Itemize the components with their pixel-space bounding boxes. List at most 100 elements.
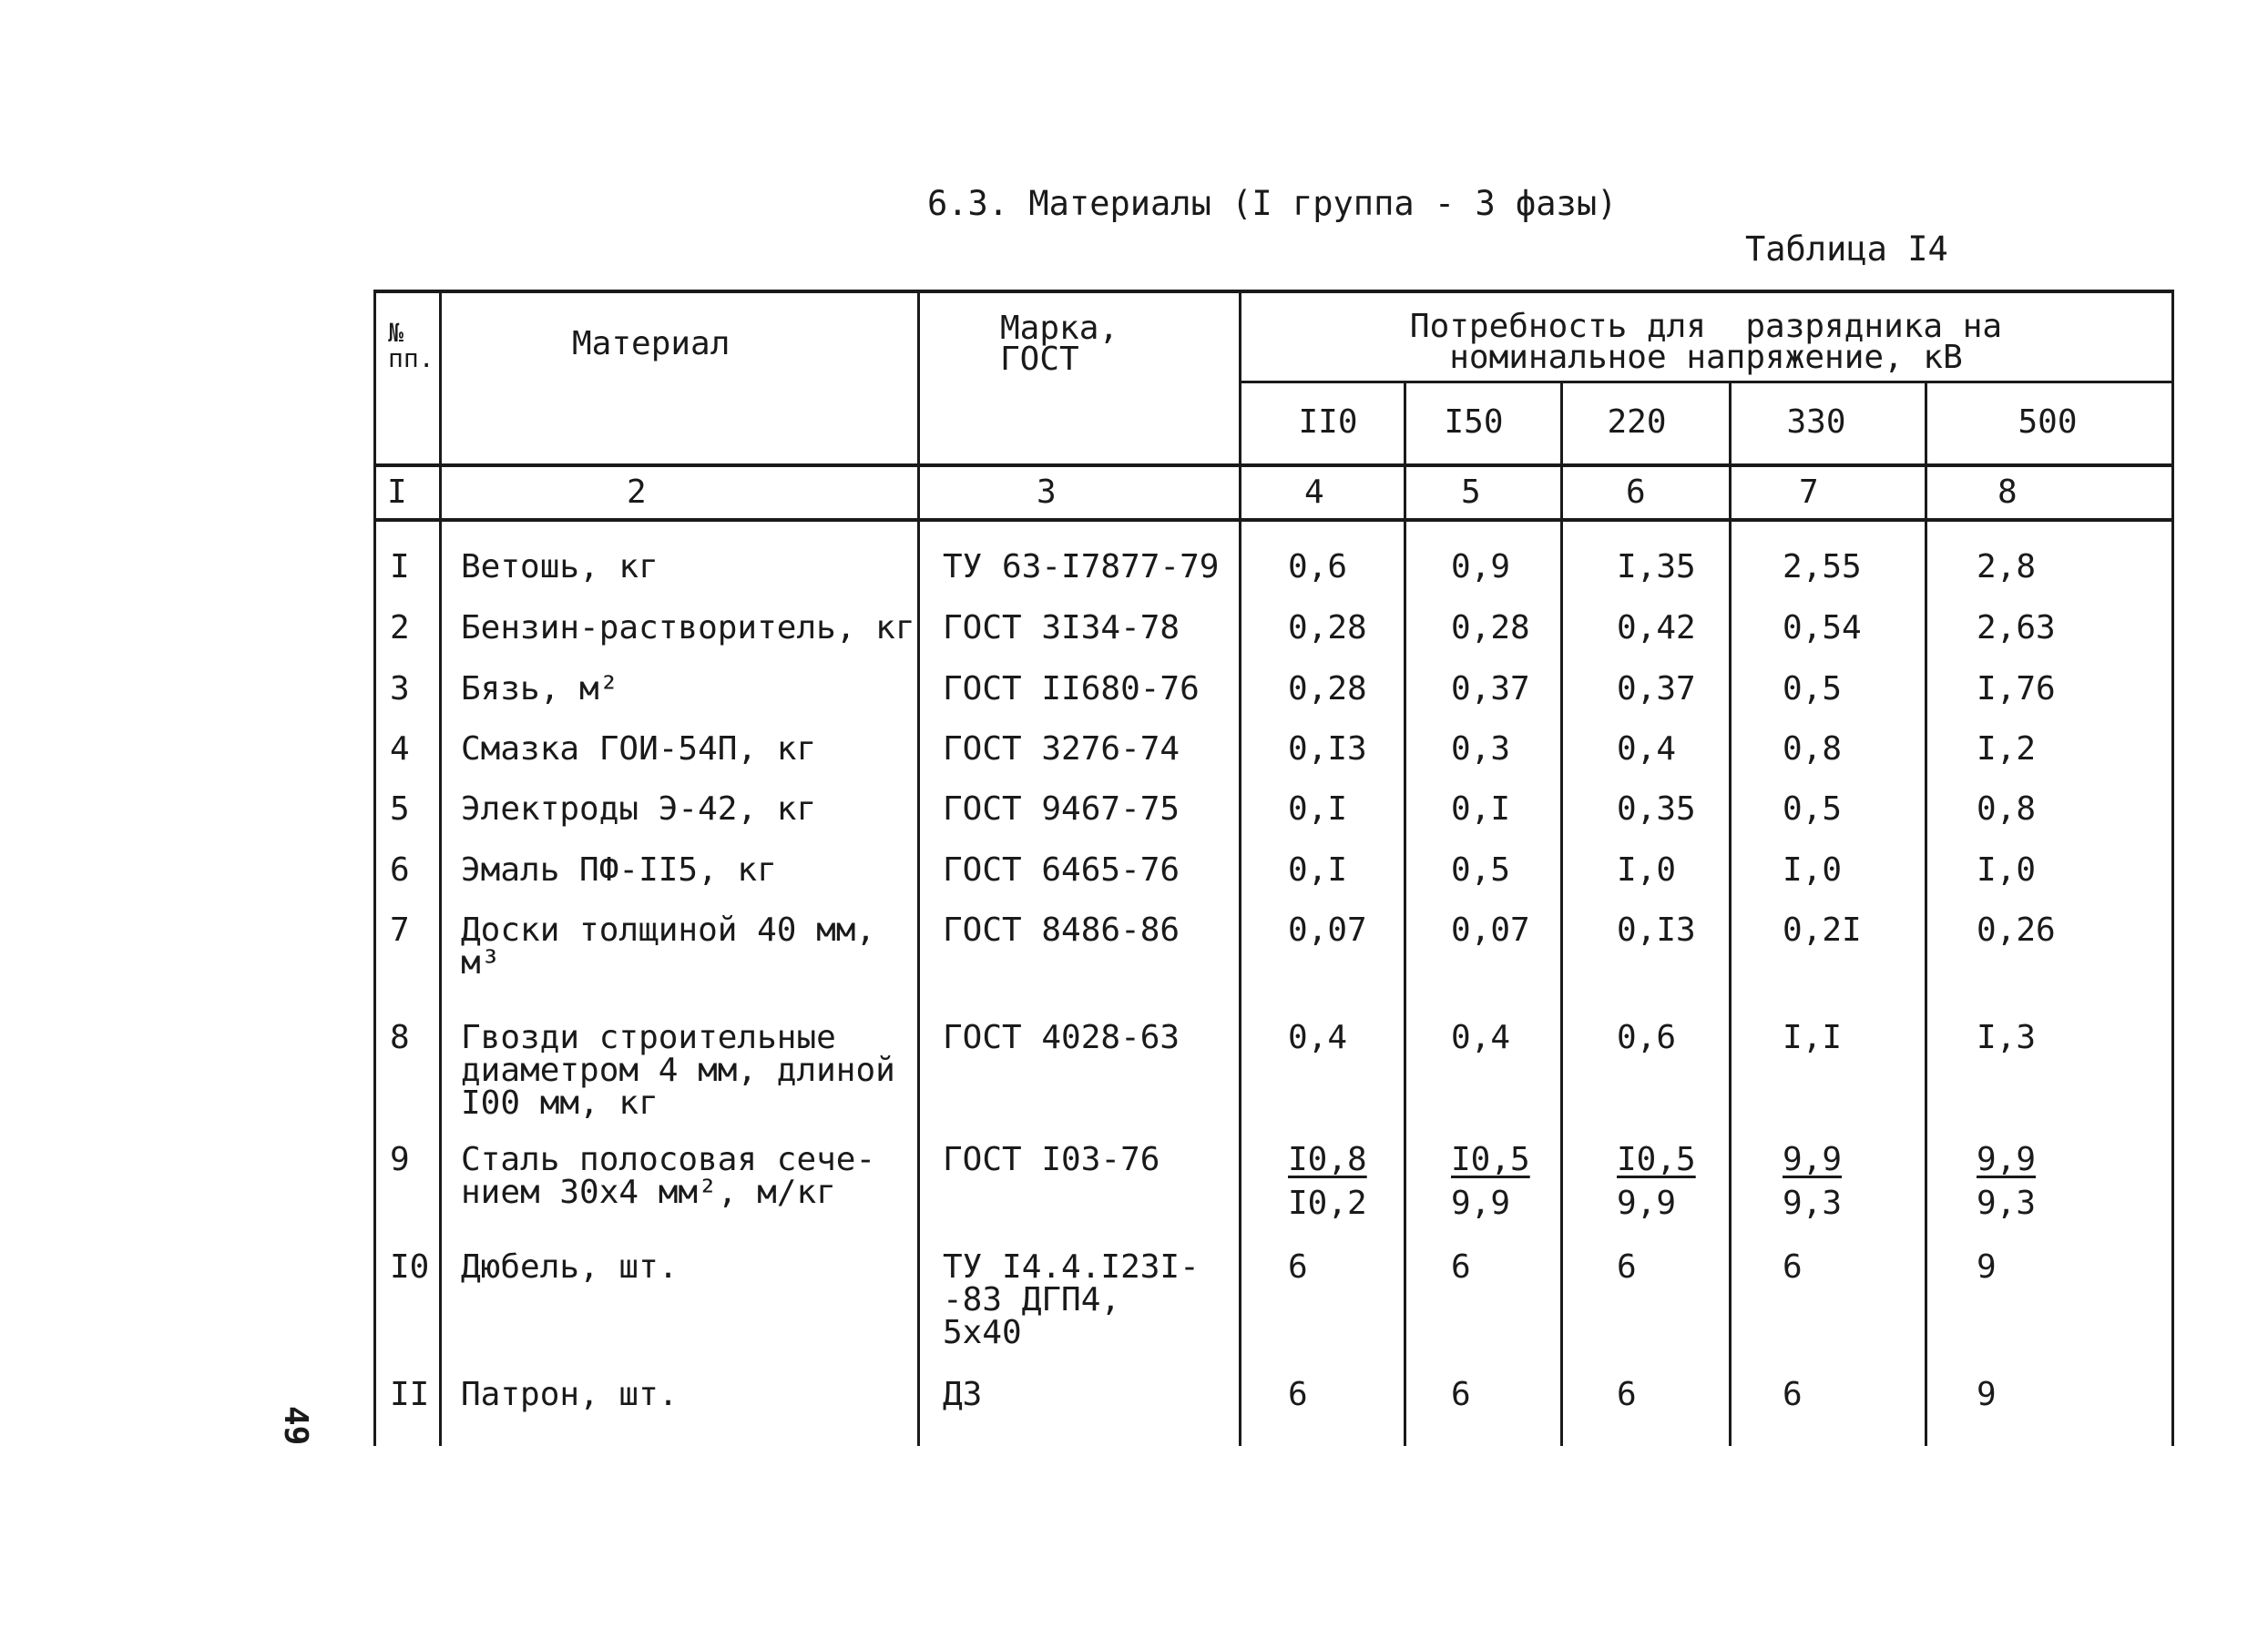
row-value: 0,42 <box>1617 609 1696 647</box>
row-value: I,0 <box>1783 851 1843 889</box>
row-material: Электроды Э-42, кг <box>461 790 817 828</box>
row-number: I0 <box>390 1248 430 1286</box>
row-brand: ТУ I4.4.I23I- -83 ДГП4, 5х40 <box>943 1248 1200 1351</box>
row-value-lower: I0,2 <box>1288 1185 1367 1222</box>
row-brand: Д3 <box>943 1376 983 1413</box>
row-value: 2,8 <box>1977 548 2037 585</box>
voltage-header: 500 <box>2018 403 2078 441</box>
row-value: I0,5 <box>1617 1141 1696 1178</box>
row-material: Ветошь, кг <box>461 548 659 585</box>
row-value: 0,07 <box>1288 911 1367 949</box>
column-number: 7 <box>1799 473 1819 511</box>
row-value: I,2 <box>1977 730 2037 768</box>
column-divider <box>1925 381 1927 1446</box>
table-left-border <box>373 290 376 1446</box>
row-brand: ГОСТ 3276-74 <box>943 730 1180 768</box>
row-value: 0,37 <box>1617 670 1696 708</box>
page-number: 49 <box>277 1406 314 1446</box>
row-material: Патрон, шт. <box>461 1376 679 1413</box>
row-brand: ГОСТ 6465-76 <box>943 851 1180 889</box>
header-demand: Потребность для разрядника на номинально… <box>1409 308 2003 376</box>
row-brand: ГОСТ I03-76 <box>943 1141 1160 1178</box>
row-value: 6 <box>1451 1248 1471 1286</box>
row-brand: ГОСТ II680-76 <box>943 670 1200 708</box>
row-value: 0,2I <box>1783 911 1862 949</box>
row-value: 0,28 <box>1288 670 1367 708</box>
row-number: 7 <box>390 911 410 949</box>
row-value: 9,9 <box>1783 1141 1843 1178</box>
row-value: I0,5 <box>1451 1141 1530 1178</box>
row-number: 8 <box>390 1019 410 1056</box>
row-value: 0,3 <box>1451 730 1511 768</box>
row-number: 2 <box>390 609 410 647</box>
row-brand: ГОСТ 3I34-78 <box>943 609 1180 647</box>
row-value: 6 <box>1288 1376 1308 1413</box>
row-material: Эмаль ПФ-II5, кг <box>461 851 777 889</box>
row-value: 0,5 <box>1783 670 1843 708</box>
row-value-lower: 9,3 <box>1783 1185 1843 1222</box>
row-number: II <box>390 1376 430 1413</box>
row-value: 0,8 <box>1783 730 1843 768</box>
row-value: 9,9 <box>1977 1141 2037 1178</box>
row-value: 9 <box>1977 1248 1997 1286</box>
header-number: № пп. <box>388 318 434 373</box>
row-value: 6 <box>1288 1248 1308 1286</box>
table-label: Таблица I4 <box>1745 229 1948 269</box>
row-value-lower: 9,3 <box>1977 1185 2037 1222</box>
row-material: Бязь, м² <box>461 670 619 708</box>
row-value: 0,5 <box>1783 790 1843 828</box>
row-value: I,I <box>1783 1019 1843 1056</box>
column-number: 3 <box>1037 473 1057 511</box>
row-value: 0,28 <box>1288 609 1367 647</box>
row-value: I0,8 <box>1288 1141 1367 1178</box>
row-value: 0,5 <box>1451 851 1511 889</box>
column-divider <box>917 290 920 1446</box>
row-value: 6 <box>1451 1376 1471 1413</box>
materials-table: № пп. Материал Марка, ГОСТ Потребность д… <box>373 290 2174 1446</box>
row-value: 0,9 <box>1451 548 1511 585</box>
voltage-header-divider <box>1241 381 2174 383</box>
table-top-border <box>375 290 2174 293</box>
row-value: I,0 <box>1617 851 1677 889</box>
row-value: 0,I <box>1451 790 1511 828</box>
header-brand: Марка, ГОСТ <box>1000 310 1119 378</box>
row-value: 9 <box>1977 1376 1997 1413</box>
row-value: 0,37 <box>1451 670 1530 708</box>
row-brand: ГОСТ 8486-86 <box>943 911 1180 949</box>
row-material: Смазка ГОИ-54П, кг <box>461 730 817 768</box>
row-value: 0,I3 <box>1288 730 1367 768</box>
row-value: I,3 <box>1977 1019 2037 1056</box>
table-right-border <box>2171 290 2174 1446</box>
column-divider <box>1560 381 1563 1446</box>
row-value: 2,63 <box>1977 609 2056 647</box>
row-value-lower: 9,9 <box>1617 1185 1677 1222</box>
row-brand: ГОСТ 9467-75 <box>943 790 1180 828</box>
row-value: 6 <box>1783 1248 1803 1286</box>
row-value: 0,I <box>1288 790 1348 828</box>
row-value: 6 <box>1617 1376 1637 1413</box>
row-value: 0,07 <box>1451 911 1530 949</box>
row-value: 0,26 <box>1977 911 2056 949</box>
row-brand: ГОСТ 4028-63 <box>943 1019 1180 1056</box>
row-number: 6 <box>390 851 410 889</box>
row-value: 0,I3 <box>1617 911 1696 949</box>
row-value: 2,55 <box>1783 548 1862 585</box>
row-value: 0,8 <box>1977 790 2037 828</box>
column-number: 5 <box>1461 473 1481 511</box>
column-divider <box>1404 381 1406 1446</box>
voltage-header: II0 <box>1298 403 1358 441</box>
row-value: I,76 <box>1977 670 2056 708</box>
row-value: 0,4 <box>1288 1019 1348 1056</box>
header-bottom-border <box>375 463 2174 467</box>
column-divider <box>439 290 442 1446</box>
row-value: 0,4 <box>1617 730 1677 768</box>
row-material: Дюбель, шт. <box>461 1248 679 1286</box>
section-title: 6.3. Материалы (I группа - 3 фазы) <box>927 184 1618 223</box>
row-value: 0,54 <box>1783 609 1862 647</box>
column-number: I <box>387 473 407 511</box>
row-value: I,0 <box>1977 851 2037 889</box>
column-number: 2 <box>627 473 647 511</box>
row-number: 5 <box>390 790 410 828</box>
row-brand: ТУ 63-I7877-79 <box>943 548 1220 585</box>
row-material: Сталь полосовая сече- нием 30х4 мм², м/к… <box>461 1141 876 1211</box>
